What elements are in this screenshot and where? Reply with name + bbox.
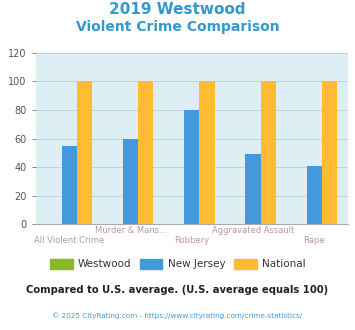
Bar [261, 82, 276, 224]
Text: Robbery: Robbery [174, 236, 209, 245]
Legend: Westwood, New Jersey, National: Westwood, New Jersey, National [45, 254, 310, 273]
Text: 2019 Westwood: 2019 Westwood [109, 2, 246, 16]
Text: Violent Crime Comparison: Violent Crime Comparison [76, 20, 279, 34]
Bar [200, 82, 215, 224]
Bar [123, 139, 138, 224]
Text: Rape: Rape [304, 236, 325, 245]
Text: Compared to U.S. average. (U.S. average equals 100): Compared to U.S. average. (U.S. average … [26, 285, 329, 295]
Bar [322, 82, 337, 224]
Bar [307, 166, 322, 224]
Text: Aggravated Assault: Aggravated Assault [212, 226, 294, 235]
Bar [245, 154, 261, 224]
Bar [184, 110, 200, 224]
Bar [138, 82, 153, 224]
Text: Murder & Mans...: Murder & Mans... [94, 226, 166, 235]
Bar [77, 82, 92, 224]
Text: All Violent Crime: All Violent Crime [34, 236, 104, 245]
Text: © 2025 CityRating.com - https://www.cityrating.com/crime-statistics/: © 2025 CityRating.com - https://www.city… [53, 312, 302, 318]
Bar [61, 146, 77, 224]
